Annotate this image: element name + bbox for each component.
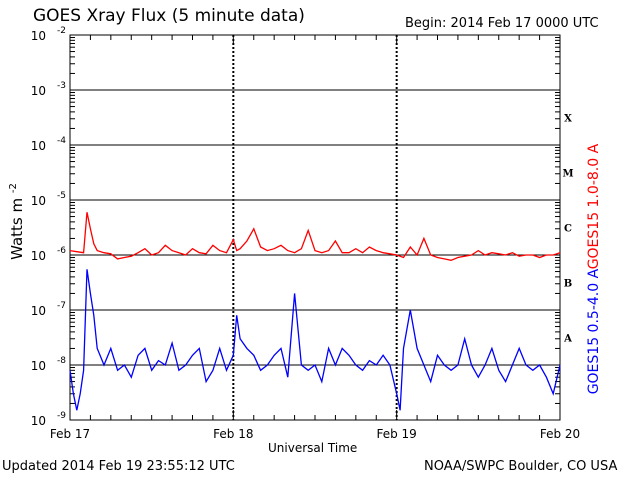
x-axis-label: Universal Time bbox=[268, 441, 358, 455]
legend-entry: GOES15 1.0-8.0 A bbox=[586, 143, 602, 269]
flare-class-label: A bbox=[563, 334, 572, 345]
y-tick-label: 10 bbox=[31, 84, 46, 98]
x-tick-label: Feb 19 bbox=[376, 427, 416, 441]
y-tick-exponent: -7 bbox=[57, 301, 66, 311]
flare-class-label: B bbox=[564, 279, 572, 290]
y-axis-label-exponent: -2 bbox=[8, 183, 19, 193]
legend-entry: GOES15 0.5-4.0 A bbox=[586, 268, 602, 394]
updated-timestamp: Updated 2014 Feb 19 23:55:12 UTC bbox=[2, 459, 235, 474]
x-tick-labels: Feb 17 Feb 18 Feb 19 Feb 20 bbox=[50, 427, 580, 441]
series-line bbox=[69, 212, 561, 261]
flare-class-label: C bbox=[564, 224, 572, 235]
y-tick-exponent: -4 bbox=[57, 136, 66, 146]
y-tick-exponent: -6 bbox=[57, 246, 66, 256]
credit-text: NOAA/SWPC Boulder, CO USA bbox=[424, 459, 618, 474]
flare-class-labels: A B C M X bbox=[562, 114, 573, 345]
y-tick-exponent: -5 bbox=[57, 191, 66, 201]
begin-time: Begin: 2014 Feb 17 0000 UTC bbox=[405, 16, 599, 31]
y-tick-label: 10 bbox=[31, 249, 46, 263]
y-tick-exponent: -3 bbox=[57, 81, 66, 91]
y-axis-label-group: Watts m -2 bbox=[8, 183, 26, 260]
y-tick-label: 10 bbox=[31, 414, 46, 428]
y-tick-exponent: -8 bbox=[57, 356, 66, 366]
y-tick-label: 10 bbox=[31, 304, 46, 318]
flare-class-label: X bbox=[564, 114, 572, 125]
series-lines bbox=[69, 212, 561, 411]
x-tick-label: Feb 17 bbox=[50, 427, 90, 441]
y-tick-label: 10 bbox=[31, 139, 46, 153]
y-axis-label: Watts m -2 bbox=[8, 183, 26, 260]
y-tick-labels: 10 -9 10 -8 10 -7 10 -6 10 -5 10 -4 10 -3 10 -2 bbox=[31, 26, 67, 428]
y-tick-label: 10 bbox=[31, 29, 46, 43]
series-line bbox=[69, 269, 561, 411]
y-tick-label: 10 bbox=[31, 194, 46, 208]
x-tick-label: Feb 20 bbox=[540, 427, 580, 441]
flare-class-label: M bbox=[562, 169, 573, 180]
y-tick-exponent: -9 bbox=[57, 411, 66, 421]
chart-title: GOES Xray Flux (5 minute data) bbox=[33, 6, 305, 26]
y-tick-label: 10 bbox=[31, 359, 46, 373]
y-tick-exponent: -2 bbox=[57, 26, 66, 36]
x-tick-label: Feb 18 bbox=[213, 427, 253, 441]
